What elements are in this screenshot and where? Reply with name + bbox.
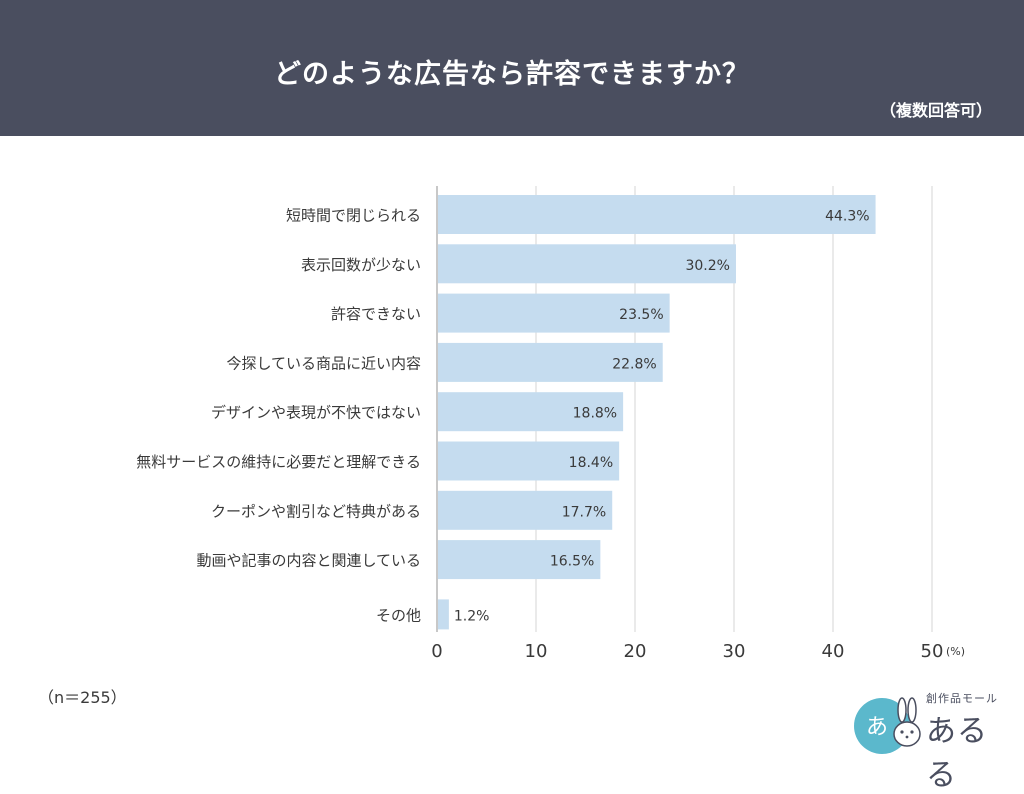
category-label: クーポンや割引など特典がある <box>211 502 421 520</box>
value-label: 44.3% <box>825 209 869 225</box>
brand-logo: あ 創作品モール あるる <box>852 690 1012 793</box>
header-bar: どのような広告なら許容できますか？ （複数回答可） <box>0 0 1024 136</box>
category-label: 無料サービスの維持に必要だと理解できる <box>136 453 421 471</box>
value-label: 18.4% <box>569 455 613 471</box>
category-label: 動画や記事の内容と関連している <box>196 552 421 570</box>
value-label: 1.2% <box>454 608 490 624</box>
bar <box>438 195 876 234</box>
bar <box>438 490 613 530</box>
bar <box>438 441 620 481</box>
x-tick-label: 20 <box>624 641 647 662</box>
bar <box>438 244 736 284</box>
logo-mark-text: あ <box>866 715 888 740</box>
category-label: 許容できない <box>331 305 421 323</box>
rabbit-icon: あ <box>854 697 921 754</box>
chart-subtitle: （複数回答可） <box>879 101 992 120</box>
bar <box>438 599 449 630</box>
category-label: デザインや表現が不快ではない <box>211 404 421 422</box>
value-label: 17.7% <box>562 504 606 520</box>
x-tick-label: 40 <box>822 641 845 662</box>
bar <box>438 392 624 432</box>
category-label: 表示回数が少ない <box>301 256 421 274</box>
x-tick-label: 0 <box>431 641 442 662</box>
chart-title: どのような広告なら許容できますか？ <box>274 59 750 90</box>
x-axis-unit: (%) <box>946 645 965 658</box>
sample-size-note: （n＝255） <box>38 688 127 707</box>
bar <box>438 540 601 580</box>
x-tick-label: 10 <box>525 641 548 662</box>
bar <box>438 293 670 333</box>
category-label: 短時間で閉じられる <box>286 207 421 225</box>
bar-chart: 0 10 20 30 40 50 (%) 短時間で閉じられる 44.3% 表示回数が少ない 30.2… <box>136 186 965 662</box>
x-tick-label: 30 <box>723 641 746 662</box>
logo-tagline: 創作品モール <box>926 692 998 705</box>
category-label: 今探している商品に近い内容 <box>226 354 421 372</box>
value-label: 30.2% <box>685 258 729 274</box>
value-label: 18.8% <box>573 406 617 422</box>
logo-name: あるる <box>926 714 988 793</box>
x-tick-label: 50 <box>921 641 944 662</box>
value-label: 16.5% <box>550 554 594 570</box>
value-label: 22.8% <box>612 356 656 372</box>
value-label: 23.5% <box>619 307 663 323</box>
bar <box>438 342 663 382</box>
category-label: その他 <box>376 606 421 624</box>
